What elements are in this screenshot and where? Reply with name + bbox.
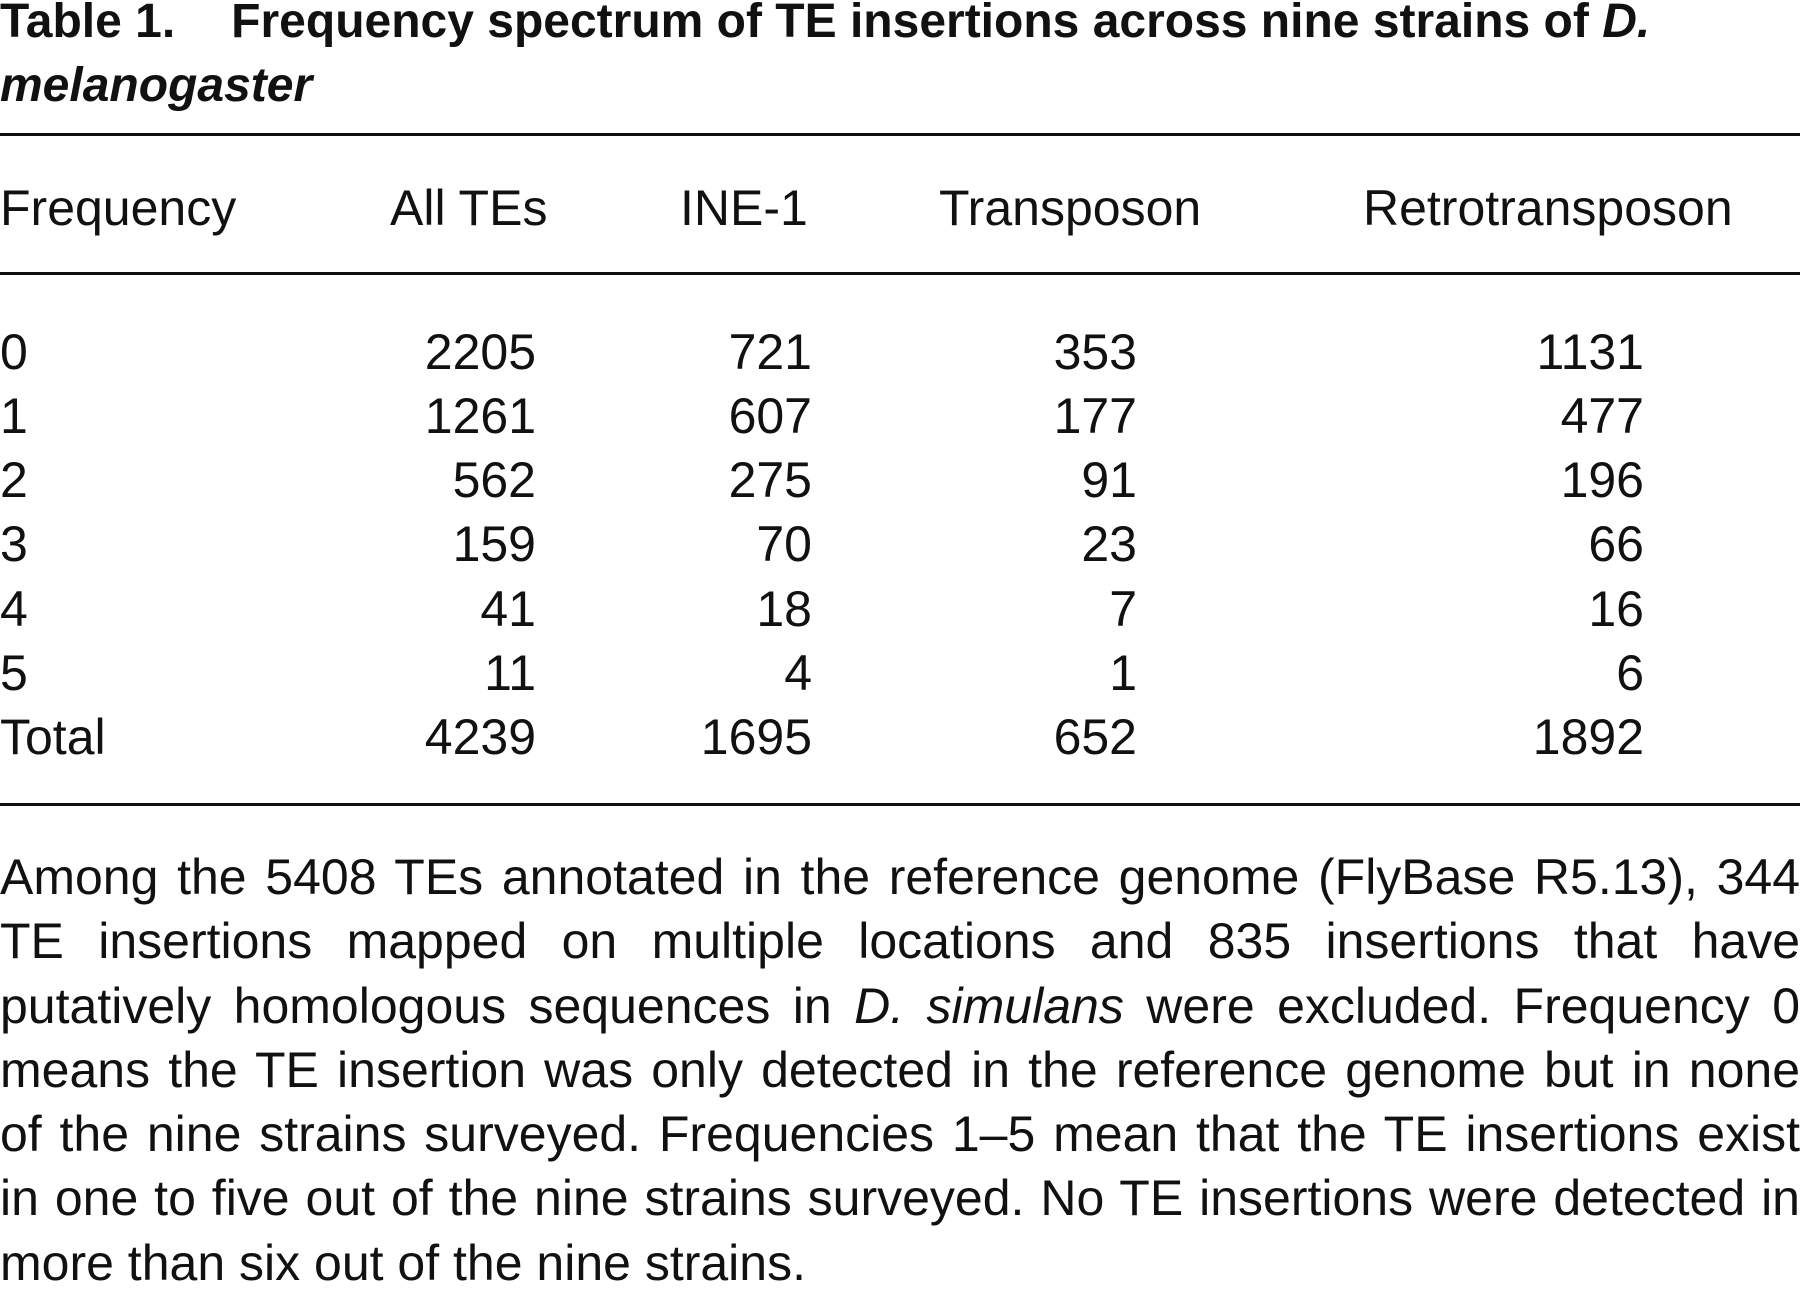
table-caption: Table 1. Frequency spectrum of TE inserti… (0, 0, 1790, 118)
row-label: Total (0, 709, 106, 765)
table-cell: 41 (480, 581, 536, 637)
table-cell: 652 (1053, 709, 1137, 765)
table-cell: 4239 (424, 709, 536, 765)
table-cell: 66 (1588, 516, 1644, 572)
table-cell: 275 (728, 452, 812, 508)
footnote: Among the 5408 TEs annotated in the refe… (0, 845, 1800, 1295)
table-cell: 11 (484, 645, 536, 701)
caption-species: D. melanogaster (0, 0, 1651, 112)
table-cell: 1261 (424, 388, 536, 444)
table-cell: 721 (728, 324, 812, 380)
table-cell: 23 (1081, 516, 1137, 572)
row-label: 5 (0, 645, 28, 701)
row-label: 0 (0, 324, 28, 380)
header-rule (0, 272, 1800, 275)
column-header: Frequency (0, 180, 237, 236)
column-header: INE-1 (680, 180, 808, 236)
table-cell: 1 (1109, 645, 1137, 701)
row-label: 2 (0, 452, 28, 508)
table-cell: 18 (756, 581, 812, 637)
caption-label: Table 1. (0, 0, 176, 48)
table-cell: 159 (452, 516, 536, 572)
table-cell: 477 (1560, 388, 1644, 444)
row-label: 4 (0, 581, 28, 637)
table-cell: 177 (1053, 388, 1137, 444)
footnote-species: D. simulans (854, 977, 1124, 1034)
table-cell: 562 (452, 452, 536, 508)
top-rule (0, 133, 1800, 136)
table-cell: 16 (1588, 581, 1644, 637)
table-cell: 1892 (1532, 709, 1644, 765)
table-cell: 4 (784, 645, 812, 701)
table-cell: 353 (1053, 324, 1137, 380)
column-header: Transposon (939, 180, 1202, 236)
row-label: 1 (0, 388, 28, 444)
table-cell: 1131 (1536, 324, 1644, 380)
table-cell: 91 (1081, 452, 1137, 508)
column-header: All TEs (390, 180, 548, 236)
table-cell: 6 (1616, 645, 1644, 701)
row-label: 3 (0, 516, 28, 572)
bottom-rule (0, 803, 1800, 806)
column-header: Retrotransposon (1363, 180, 1733, 236)
table-cell: 70 (756, 516, 812, 572)
table-cell: 2205 (424, 324, 536, 380)
table-cell: 196 (1560, 452, 1644, 508)
table-cell: 607 (728, 388, 812, 444)
footnote-text: Among the 5408 TEs annotated in the refe… (0, 849, 1800, 1034)
caption-title: Frequency spectrum of TE insertions acro… (231, 0, 1589, 48)
table-cell: 1695 (700, 709, 812, 765)
table-cell: 7 (1109, 581, 1137, 637)
